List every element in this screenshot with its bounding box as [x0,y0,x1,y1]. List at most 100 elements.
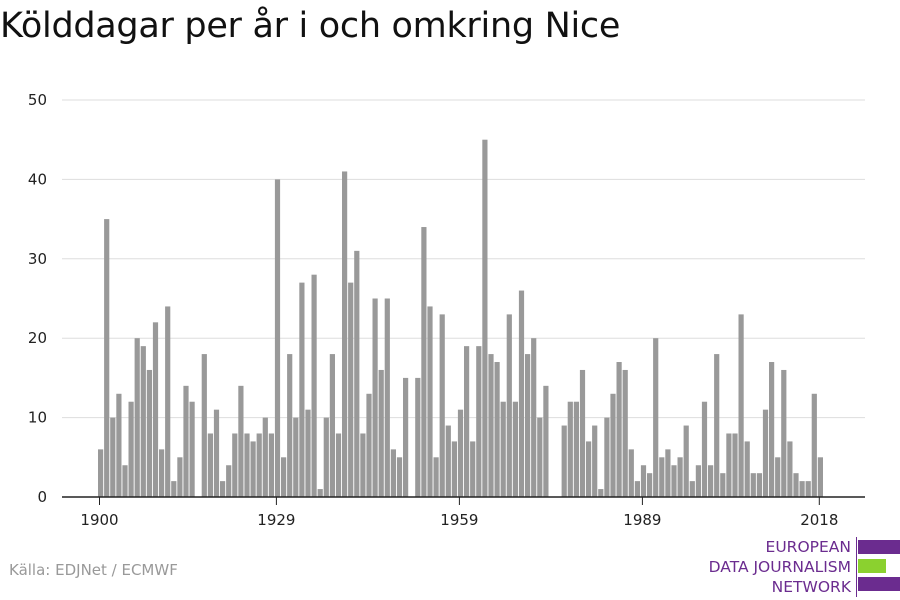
bar-1949 [396,457,403,497]
bar-1991 [653,338,659,497]
bar-1903 [116,393,122,497]
bar-2014 [793,473,799,497]
bar-1981 [592,425,598,497]
bar-1920 [220,481,226,497]
bar-1924 [244,433,250,497]
bar-1918 [207,433,213,497]
bar-1985 [616,362,622,497]
bar-1956 [439,314,445,497]
bar-1980 [586,441,592,497]
logo-line-data-journalism: DATA JOURNALISM [708,558,851,576]
gridlines [62,99,865,419]
bar-1998 [695,465,701,497]
bar-1976 [561,425,567,497]
bar-1968 [512,401,518,497]
y-tick-label: 50 [28,91,47,109]
bar-2003 [726,433,732,497]
bar-1961 [470,441,476,497]
bar-1977 [567,401,573,497]
bar-1928 [268,433,274,497]
bar-1952 [415,377,421,497]
bar-1959 [457,409,464,497]
logo-line-european: EUROPEAN [765,538,851,556]
bar-1905 [128,401,134,497]
bar-1954 [427,306,433,497]
bar-1972 [537,417,543,497]
bar-2005 [738,314,744,497]
bar-1993 [665,449,671,497]
bar-1964 [488,354,494,497]
source-note: Källa: EDJNet / ECMWF [9,561,178,579]
bar-1911 [165,306,171,497]
bar-1943 [360,433,366,497]
bar-1945 [372,298,378,497]
bar-1953 [421,227,427,498]
bar-2001 [714,354,720,497]
bar-2009 [762,409,769,497]
bar-1963 [482,139,488,497]
bar-2004 [732,433,738,497]
bar-1944 [366,393,372,497]
x-tick-label: 1959 [440,511,478,529]
bar-1926 [256,433,262,497]
x-axis: 1900 1929 1959 1989 2018 [62,496,865,529]
logo-line-network: NETWORK [771,578,851,596]
bar-1973 [543,385,549,497]
bar-1921 [226,465,232,497]
x-tick-label: 1989 [623,511,661,529]
bar-1965 [494,362,500,497]
bar-1915 [189,401,195,497]
bar-1946 [378,369,384,497]
x-tick-label: 1900 [80,511,118,529]
bar-1982 [598,489,604,497]
bar-2002 [720,473,726,497]
y-axis-ticks: 0 10 20 30 40 50 [28,91,47,506]
logo-bar-purple-top [858,540,900,554]
bar-1917 [201,354,207,497]
bar-1932 [293,417,299,497]
bar-2006 [744,441,750,497]
bar-1925 [250,441,256,497]
bar-1933 [299,282,305,497]
bar-1992 [659,457,665,497]
bar-1989 [640,465,647,497]
bar-2007 [750,473,756,497]
bar-1966 [500,401,506,497]
y-tick-label: 40 [28,170,47,188]
bar-1909 [152,322,159,497]
bar-1900 [98,449,104,497]
bar-2013 [787,441,793,497]
bar-2015 [799,481,805,497]
y-tick-label: 0 [37,488,47,506]
bar-1979 [579,369,586,497]
bar-2011 [775,457,781,497]
bar-1960 [464,346,470,497]
bar-1996 [683,425,689,497]
bar-1929 [274,179,281,497]
bar-1936 [317,489,323,497]
bar-1984 [610,393,616,497]
bar-1957 [445,425,451,497]
bar-1922 [232,433,238,497]
bar-1962 [476,346,482,497]
bar-1983 [604,417,610,497]
y-tick-label: 30 [28,250,47,268]
bar-1906 [134,338,140,497]
edjnet-logo[interactable]: EUROPEAN DATA JOURNALISM NETWORK [700,537,900,597]
bar-1990 [647,473,653,497]
bar-1923 [238,385,244,497]
bar-2017 [811,393,817,497]
chart-title: Kölddagar per år i och omkring Nice [0,6,621,46]
bar-1995 [677,457,683,497]
y-tick-label: 10 [28,409,47,427]
bar-1986 [622,369,628,497]
bar-1913 [177,457,183,497]
bar-1937 [323,417,329,497]
bar-1931 [287,354,293,497]
bar-1988 [634,481,640,497]
bar-1978 [573,401,579,497]
bar-1938 [329,354,335,497]
bar-1971 [531,338,537,497]
bar-1970 [525,354,531,497]
